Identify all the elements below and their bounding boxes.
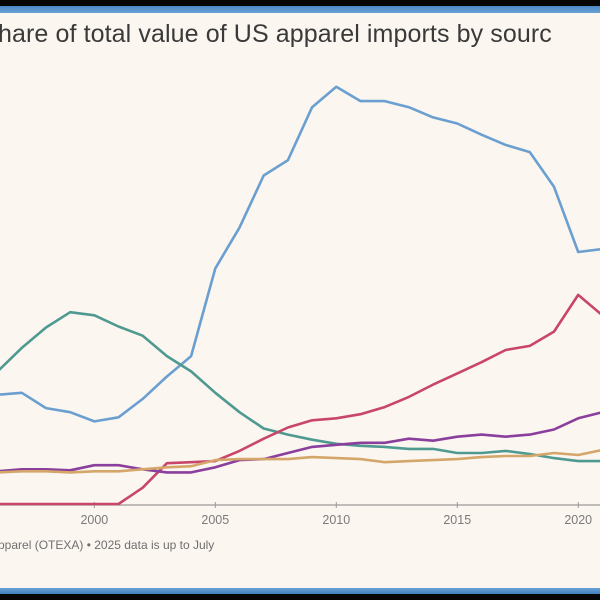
window-frame-bottom xyxy=(0,594,600,600)
teal-series-line xyxy=(0,310,600,463)
purple-series-line xyxy=(0,411,600,474)
series-lines xyxy=(0,85,600,506)
blue-series-line xyxy=(0,85,600,423)
x-tick-label: 2010 xyxy=(322,513,350,527)
tan-series-line xyxy=(0,449,600,474)
source-note: pparel (OTEXA) • 2025 data is up to July xyxy=(0,538,215,552)
window-frame-top xyxy=(0,0,600,8)
x-axis-ticks: 2000 2005 2010 2015 2020 xyxy=(80,502,592,527)
x-tick-label: 2005 xyxy=(201,513,229,527)
red-series-line xyxy=(0,293,600,506)
x-tick-label: 2015 xyxy=(443,513,471,527)
x-tick-label: 2020 xyxy=(564,513,592,527)
x-tick-label: 2000 xyxy=(80,513,108,527)
top-accent-bar xyxy=(0,6,600,13)
chart-panel xyxy=(0,13,600,590)
bottom-accent-bar xyxy=(0,588,600,594)
chart-title: hare of total value of US apparel import… xyxy=(0,20,552,48)
